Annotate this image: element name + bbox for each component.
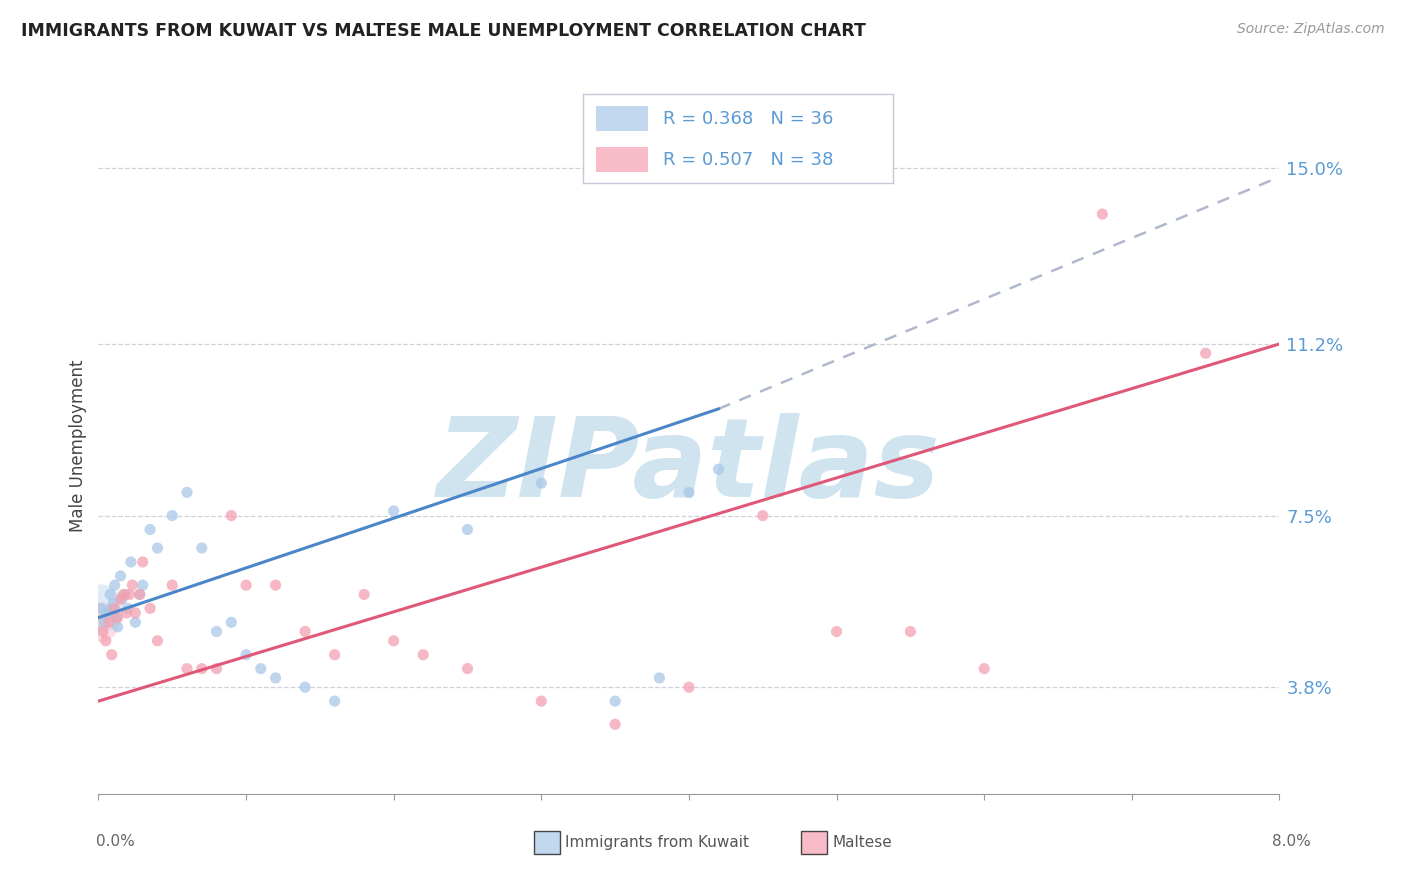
Point [139,523,162,537]
Bar [596,147,648,172]
Point [250,662,273,676]
Point [707,462,730,476]
Point [94,633,117,648]
Point [124,606,146,620]
Point [91,624,114,639]
Point [104,601,127,615]
Point [323,694,346,708]
Point [110,592,132,607]
Point [264,578,287,592]
Text: 0.0%: 0.0% [96,834,135,849]
Point [90,601,112,615]
Point [110,569,132,583]
Point [115,606,138,620]
Point [382,504,405,518]
Point [93,615,115,630]
Point [98,587,121,601]
Point [162,578,183,592]
Y-axis label: Male Unemployment: Male Unemployment [69,359,87,533]
Point [530,694,553,708]
Point [605,694,627,708]
Text: 8.0%: 8.0% [1271,834,1310,849]
Point [146,633,169,648]
Text: ZIPatlas: ZIPatlas [437,413,941,520]
Point [1194,346,1216,360]
Point [412,648,434,662]
Point [107,620,129,634]
Point [353,587,375,601]
Point [100,648,122,662]
Point [132,555,155,569]
Point [89,615,111,630]
Point [124,615,146,630]
Point [104,578,127,592]
Point [112,587,135,601]
Point [89,601,111,615]
Point [103,597,125,611]
Point [219,615,242,630]
Point [235,648,257,662]
Text: Maltese: Maltese [832,835,891,849]
Point [121,578,143,592]
Text: R = 0.368   N = 36: R = 0.368 N = 36 [664,110,834,128]
Text: Source: ZipAtlas.com: Source: ZipAtlas.com [1237,22,1385,37]
Point [264,671,287,685]
Point [107,610,129,624]
Point [900,624,922,639]
Point [973,662,995,676]
Point [825,624,848,639]
Point [648,671,671,685]
Point [678,485,700,500]
Point [530,476,553,491]
Text: Immigrants from Kuwait: Immigrants from Kuwait [565,835,749,849]
Point [96,606,118,620]
Point [100,601,122,615]
Point [456,662,478,676]
Point [128,587,150,601]
Point [117,601,139,615]
Point [294,624,316,639]
Point [235,578,257,592]
Text: IMMIGRANTS FROM KUWAIT VS MALTESE MALE UNEMPLOYMENT CORRELATION CHART: IMMIGRANTS FROM KUWAIT VS MALTESE MALE U… [21,22,866,40]
Point [139,601,162,615]
Point [191,541,214,555]
Point [323,648,346,662]
Point [205,624,228,639]
Point [146,541,169,555]
Point [128,587,150,601]
Text: R = 0.507   N = 38: R = 0.507 N = 38 [664,151,834,169]
Point [456,523,478,537]
Point [132,578,155,592]
Point [111,592,134,607]
Point [114,587,136,601]
Point [118,587,141,601]
Point [205,662,228,676]
Point [678,680,700,694]
Point [1091,207,1114,221]
Point [382,633,405,648]
Point [219,508,242,523]
Bar [596,106,648,131]
Point [191,662,214,676]
Point [751,508,773,523]
Point [97,615,120,630]
Point [162,508,183,523]
Point [176,662,198,676]
Point [176,485,198,500]
Point [605,717,627,731]
Point [105,610,128,624]
Point [120,555,142,569]
Point [294,680,316,694]
